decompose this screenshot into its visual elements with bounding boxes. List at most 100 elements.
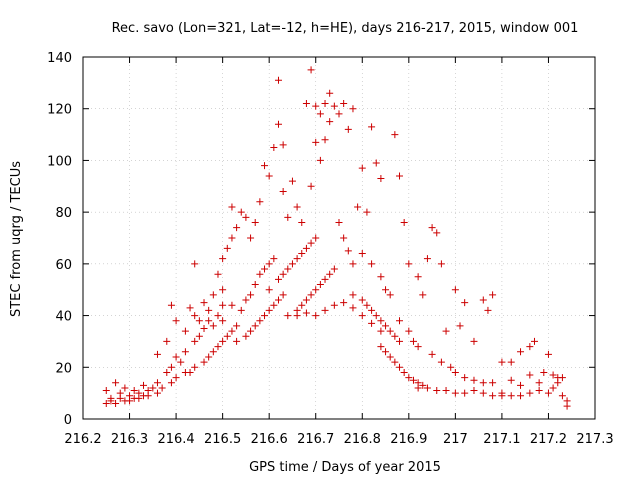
data-point [498,389,506,397]
data-point [284,213,292,221]
data-point [326,118,334,126]
data-point [242,332,250,340]
data-point [270,144,278,151]
data-point [507,376,515,384]
data-point [121,384,129,392]
data-point [219,286,227,294]
data-point [312,234,320,242]
y-axis: 0 20 40 60 80 100 120 140 [47,51,595,428]
data-point [358,296,366,304]
data-point [200,325,208,332]
plot-frame [82,56,596,420]
x-tick-label: 216.6 [251,432,288,447]
data-point [261,265,269,273]
data-point [349,291,357,299]
data-point [312,138,320,146]
data-point [116,389,124,397]
data-point [228,327,236,335]
data-point [228,203,236,211]
data-point [535,379,543,387]
y-tick-label: 60 [55,258,72,273]
data-point [279,270,287,278]
data-point [172,317,180,325]
data-point [288,177,296,185]
data-point [191,337,199,345]
data-point [191,312,199,320]
data-point [302,100,310,108]
data-point [298,218,306,226]
data-point [158,384,166,392]
data-point [321,306,329,314]
data-point [530,337,538,345]
data-point [400,218,408,226]
data-point [233,224,241,232]
data-point [102,387,110,395]
data-point [307,182,315,190]
data-point [517,348,525,356]
data-point [288,260,296,268]
data-point [153,350,161,358]
data-point [386,327,394,335]
data-point [396,363,404,371]
data-point [219,317,227,325]
data-point [354,203,362,211]
data-point [396,172,404,180]
data-point [130,387,138,395]
data-point [186,304,194,312]
data-point [428,350,436,358]
x-tick-label: 217.2 [530,432,567,447]
data-point [321,275,329,283]
data-point [200,358,208,366]
data-point [228,301,236,309]
data-point [363,208,371,216]
data-point [405,374,413,382]
y-tick-label: 100 [47,154,72,169]
data-point [479,296,487,304]
data-point [274,120,282,128]
data-point [428,224,436,232]
data-point [326,89,334,97]
data-point [540,368,548,376]
data-point [396,317,404,325]
data-point [451,286,459,294]
data-point [470,337,478,345]
data-point [349,304,357,312]
data-point [344,247,352,255]
data-point [265,286,273,294]
x-tick-label: 216.2 [64,432,101,447]
data-point [409,337,417,345]
data-point [223,332,231,340]
data-point [456,322,464,330]
data-point [307,291,315,299]
data-point [214,312,222,320]
data-point [107,394,115,402]
data-point [419,291,427,299]
data-point [163,337,171,345]
x-axis: 216.2 216.3 216.4 216.5 216.6 216.7 216.8 216.9… [64,57,614,447]
data-point [382,286,390,294]
y-tick-label: 40 [55,310,72,325]
data-point [330,265,338,273]
data-point [461,374,469,382]
data-point [326,270,334,278]
data-point [163,368,171,376]
data-point [200,299,208,307]
data-point [284,265,292,273]
data-point [144,392,152,400]
data-point [558,392,566,400]
data-point [167,301,175,309]
data-point [261,162,269,170]
x-tick-label: 217 [443,432,468,447]
data-point [112,399,120,407]
y-tick-label: 0 [64,413,72,428]
data-point [358,312,366,320]
data-point [544,350,552,358]
data-point [377,175,385,183]
data-point [186,368,194,376]
data-point [363,301,371,309]
x-tick-label: 216.7 [297,432,334,447]
data-point [153,389,161,397]
data-point [302,309,310,317]
data-point [386,353,394,361]
data-point [391,332,399,340]
